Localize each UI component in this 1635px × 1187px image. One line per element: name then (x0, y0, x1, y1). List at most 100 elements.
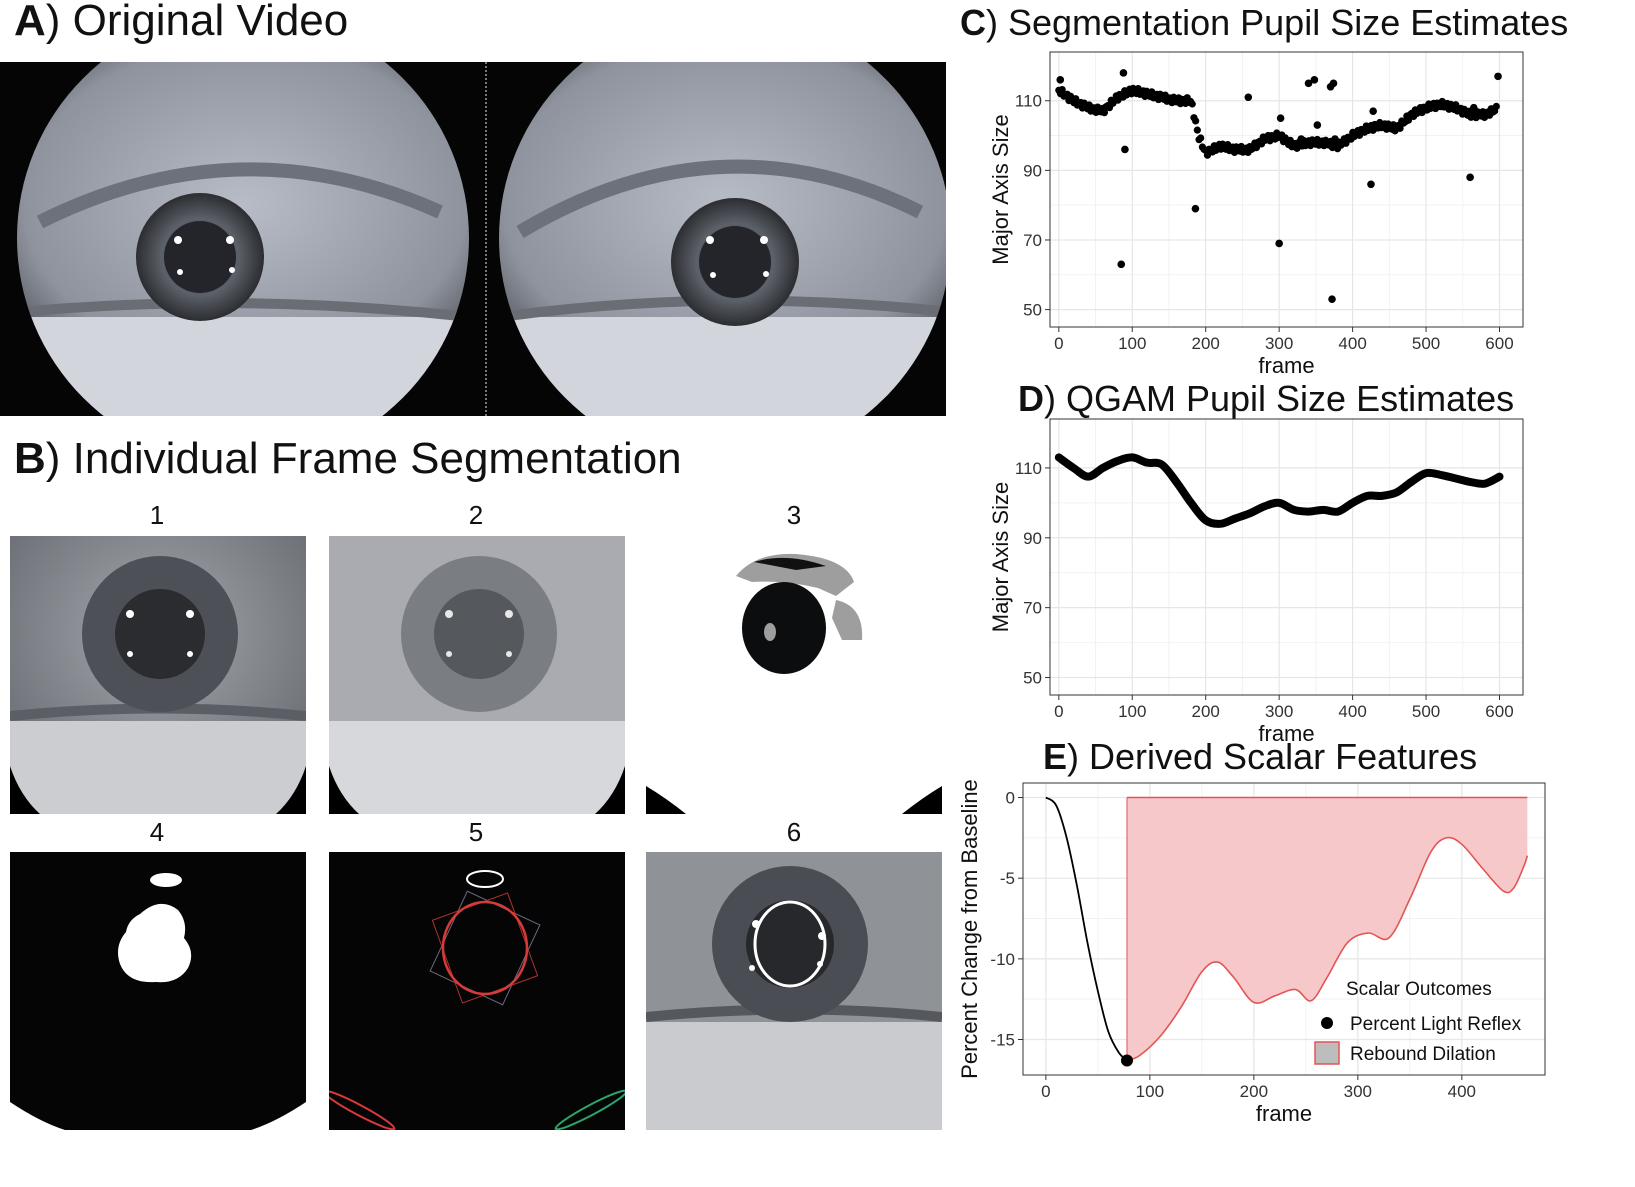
data-point (1244, 93, 1253, 102)
data-point (1121, 145, 1129, 154)
data-point (1331, 135, 1339, 143)
panel-a-title: A) Original Video (14, 0, 349, 45)
data-point (1342, 139, 1350, 147)
x-tick-label: 200 (1240, 1082, 1268, 1101)
x-tick-label: 0 (1054, 334, 1063, 353)
data-point (1329, 79, 1338, 88)
data-point (1334, 142, 1342, 150)
data-point (1197, 134, 1205, 142)
frame-number-2: 2 (468, 500, 484, 530)
y-tick-label: 50 (1023, 669, 1042, 688)
legend-label-rebound: Rebound Dilation (1350, 1044, 1496, 1065)
x-tick-label: 0 (1041, 1082, 1050, 1101)
data-point (1100, 109, 1109, 117)
x-axis-label: frame (1258, 353, 1314, 378)
data-point (1404, 116, 1413, 124)
data-point (1310, 76, 1319, 84)
frame-4-binary-mask (10, 852, 306, 1130)
qgam-line-chart: 0 100 200 300 400 500 600 50 70 90 110 frame Major A… (988, 418, 1524, 745)
x-tick-label: 500 (1412, 334, 1440, 353)
frame-number-3: 3 (786, 500, 802, 530)
x-tick-label: 200 (1192, 702, 1220, 721)
data-point (1276, 114, 1285, 122)
frame-number-5: 5 (468, 817, 484, 847)
panel-d-title: D) QGAM Pupil Size Estimates (1018, 378, 1515, 419)
data-point (1275, 239, 1283, 248)
data-point (1469, 103, 1478, 112)
data-point (1304, 79, 1313, 88)
data-point (1188, 100, 1196, 108)
segmentation-scatter-chart: 0 100 200 300 400 500 600 50 70 90 110 frame Major A… (988, 51, 1524, 378)
y-tick-label: 90 (1023, 529, 1042, 548)
data-point (1252, 144, 1261, 152)
plot-background (1050, 419, 1523, 695)
y-axis-label: Major Axis Size (988, 482, 1013, 632)
light-reflex-line (1045, 796, 1128, 1062)
data-point (1117, 260, 1126, 269)
data-point (1492, 102, 1500, 111)
data-point (1119, 69, 1128, 77)
percent-light-reflex-point (1120, 1054, 1133, 1067)
panel-e-title: E) Derived Scalar Features (1043, 736, 1478, 777)
x-tick-label: 300 (1344, 1082, 1372, 1101)
panel-c-title: C) Segmentation Pupil Size Estimates (960, 2, 1569, 43)
right-eye-image (499, 62, 946, 416)
frame-2-smoothed-image (329, 536, 625, 814)
legend-point-marker (1321, 1017, 1333, 1029)
plot-border (1022, 782, 1546, 1076)
x-tick-label: 100 (1118, 334, 1146, 353)
data-point (1328, 295, 1336, 303)
data-point (1396, 124, 1404, 132)
y-tick-label: 70 (1023, 231, 1042, 250)
data-point (1191, 204, 1200, 213)
plot-background (1050, 52, 1523, 327)
rebound-dilation-area (1126, 797, 1528, 1061)
data-point (1193, 126, 1201, 134)
y-tick-label: 110 (1015, 459, 1042, 478)
legend-title: Scalar Outcomes (1346, 979, 1492, 1000)
x-tick-label: 400 (1338, 334, 1366, 353)
x-tick-label: 300 (1265, 334, 1293, 353)
x-tick-label: 500 (1412, 702, 1440, 721)
x-axis-label: frame (1256, 1101, 1312, 1125)
panel-b-title: B) Individual Frame Segmentation (14, 434, 682, 483)
original-video-frame (0, 62, 946, 416)
plot-border (1049, 418, 1524, 696)
x-axis-label: frame (1258, 721, 1314, 745)
data-point (1297, 135, 1305, 143)
y-tick-label: -15 (990, 1031, 1015, 1050)
data-point (1367, 180, 1375, 189)
data-point (1313, 121, 1322, 129)
x-tick-label: 0 (1054, 702, 1063, 721)
x-tick-label: 200 (1192, 334, 1220, 353)
x-tick-label: 600 (1485, 334, 1513, 353)
data-point (1369, 107, 1377, 115)
x-tick-label: 100 (1136, 1082, 1164, 1101)
data-point (1056, 76, 1065, 84)
frame-1-raw-image (10, 536, 306, 814)
x-tick-label: 400 (1338, 702, 1366, 721)
derived-features-area-chart: 0 100 200 300 400 0 -5 -10 -15 frame Percent Chang… (957, 779, 1546, 1125)
y-tick-label: -10 (990, 950, 1015, 969)
frame-number-6: 6 (786, 817, 802, 847)
data-point (1192, 117, 1200, 125)
qgam-series-line (1054, 453, 1504, 528)
x-tick-label: 600 (1485, 702, 1513, 721)
x-tick-label: 400 (1448, 1082, 1476, 1101)
frame-number-1: 1 (149, 500, 165, 530)
data-point (1058, 85, 1066, 94)
x-tick-label: 100 (1118, 702, 1146, 721)
y-tick-label: -5 (1000, 869, 1015, 888)
data-point (1494, 72, 1502, 81)
left-eye-image (17, 62, 469, 416)
frame-number-4: 4 (149, 817, 165, 847)
y-tick-label: 50 (1023, 301, 1042, 320)
y-tick-label: 70 (1023, 599, 1042, 618)
plot-border (1049, 51, 1524, 328)
frame-3-cluster-segmentation (646, 536, 942, 814)
frame-6-final-pupil-fit (646, 852, 942, 1130)
y-tick-label: 110 (1015, 92, 1042, 111)
data-point (1466, 173, 1474, 182)
y-tick-label: 0 (1006, 789, 1015, 808)
legend-label-light-reflex: Percent Light Reflex (1350, 1014, 1522, 1035)
